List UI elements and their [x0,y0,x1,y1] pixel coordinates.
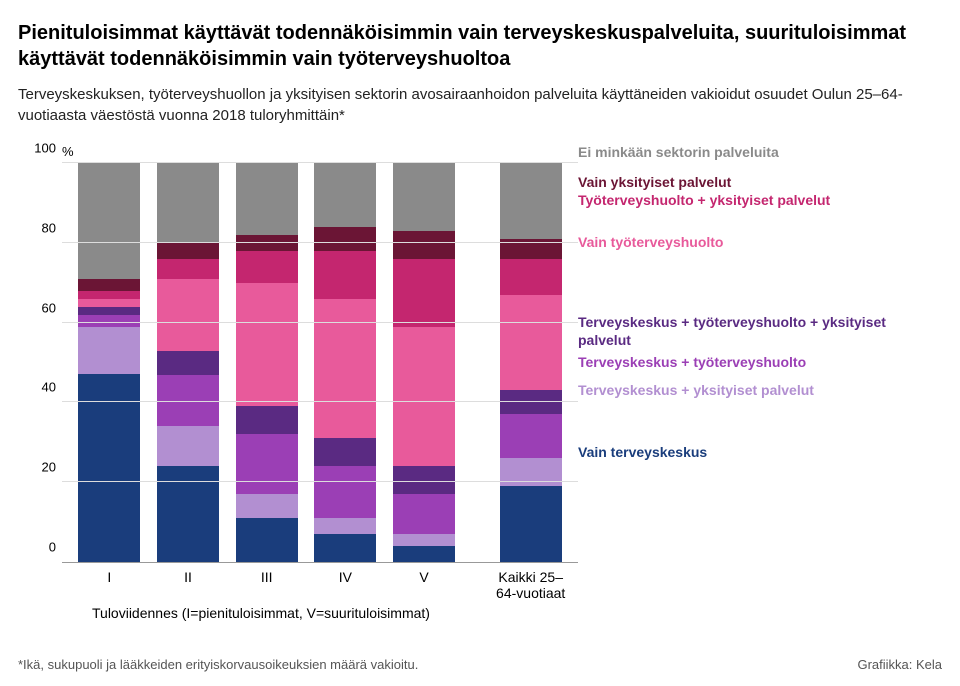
legend-item-tth_yks: Työterveyshuolto + yksityiset palvelut [578,192,830,210]
bar-segment-ei_mitaan [157,163,219,243]
x-tick-label: II [149,569,228,601]
bar-slot [306,163,385,562]
y-tick-label: 60 [18,300,56,315]
gridline [62,162,578,163]
stacked-bar [393,163,455,562]
bar-segment-tth_yks [157,259,219,279]
bars-group [62,163,578,562]
gridline [62,322,578,323]
bar-segment-tk_tth_yks [78,307,140,315]
stacked-bar [314,163,376,562]
bar-segment-vain_tth [78,299,140,307]
stacked-bar [157,163,219,562]
bar-segment-ei_mitaan [500,163,562,239]
y-tick-label: 80 [18,220,56,235]
x-tick-label: V [385,569,464,601]
gridline [62,401,578,402]
legend: Ei minkään sektorin palveluita Vain yksit… [578,144,942,544]
bar-segment-tk_tth_yks [500,390,562,414]
legend-item-ei_mitaan: Ei minkään sektorin palveluita [578,144,779,162]
credit: Grafiikka: Kela [857,657,942,672]
bar-segment-tth_yks [78,291,140,299]
bar-segment-vain_yks [393,231,455,259]
bar-segment-vain_tk [78,374,140,562]
bar-segment-tk_yks [157,426,219,466]
x-tick-label: I [70,569,149,601]
bar-segment-vain_tth [314,299,376,439]
stacked-bar [500,163,562,562]
y-tick-label: 100 [18,141,56,156]
bar-segment-vain_tk [236,518,298,562]
y-tick-label: 20 [18,460,56,475]
gridline [62,481,578,482]
stacked-bar [236,163,298,562]
bar-slot [227,163,306,562]
bar-segment-tk_yks [78,327,140,375]
legend-item-vain_yks: Vain yksityiset palvelut [578,174,731,192]
gridline [62,242,578,243]
bar-segment-tk_tth_yks [236,406,298,434]
bar-segment-ei_mitaan [78,163,140,279]
chart-plot-area: % 020406080100 IIIIIIIVVKaikki 25–64-vuo… [18,144,578,621]
bar-segment-vain_yks [314,227,376,251]
x-axis-labels: IIIIIIIVVKaikki 25–64-vuotiaat [62,569,578,601]
bar-segment-vain_yks [157,243,219,259]
bar-segment-ei_mitaan [393,163,455,231]
bar-slot [70,163,149,562]
bar-segment-ei_mitaan [314,163,376,227]
x-label-gap [463,569,491,601]
x-tick-label-summary: Kaikki 25–64-vuotiaat [491,569,570,601]
legend-item-tk_tth_yks: Terveyskeskus + työterveyshuolto + yksit… [578,314,942,349]
bar-segment-vain_tk [393,546,455,562]
legend-item-vain_tk: Vain terveyskeskus [578,444,707,462]
bar-segment-vain_tth [157,279,219,351]
bar-segment-tk_tth [500,414,562,458]
y-axis-unit: % [62,144,578,159]
bar-slot [385,163,464,562]
bar-segment-ei_mitaan [236,163,298,235]
legend-item-tk_tth: Terveyskeskus + työterveyshuolto [578,354,806,372]
bar-segment-tk_tth [236,434,298,494]
chart-title: Pienituloisimmat käyttävät todennäköisim… [18,20,942,72]
bar-segment-vain_tth [500,295,562,391]
bar-segment-tth_yks [393,259,455,327]
footnote: *Ikä, sukupuoli ja lääkkeiden erityiskor… [18,657,418,672]
stacked-bar [78,163,140,562]
bar-slot [149,163,228,562]
x-axis-title: Tuloviidennes (I=pienituloisimmat, V=suu… [62,605,578,621]
legend-item-tk_yks: Terveyskeskus + yksityiset palvelut [578,382,814,400]
bar-segment-tth_yks [236,251,298,283]
plot: 020406080100 [62,163,578,563]
chart-container: % 020406080100 IIIIIIIVVKaikki 25–64-vuo… [18,144,942,621]
bar-segment-vain_tth [393,327,455,467]
bar-segment-tth_yks [500,259,562,295]
chart-footer: *Ikä, sukupuoli ja lääkkeiden erityiskor… [18,657,942,672]
bar-segment-tk_yks [314,518,376,534]
bar-segment-tth_yks [314,251,376,299]
chart-subtitle: Terveyskeskuksen, työterveyshuollon ja y… [18,84,942,126]
x-tick-label: III [227,569,306,601]
bar-segment-tk_tth [314,466,376,518]
bar-segment-tk_tth_yks [157,351,219,375]
bar-segment-tk_tth [393,494,455,534]
bar-segment-tk_tth_yks [314,438,376,466]
bar-segment-tk_yks [236,494,298,518]
bar-slot-summary [491,163,570,562]
legend-item-vain_tth: Vain työterveyshuolto [578,234,723,252]
y-tick-label: 40 [18,380,56,395]
bar-segment-vain_tth [236,283,298,407]
bar-segment-vain_yks [78,279,140,291]
bar-segment-vain_tk [314,534,376,562]
bar-segment-tk_yks [393,534,455,546]
bar-segment-vain_yks [236,235,298,251]
y-tick-label: 0 [18,540,56,555]
bar-segment-vain_tk [500,486,562,562]
x-tick-label: IV [306,569,385,601]
